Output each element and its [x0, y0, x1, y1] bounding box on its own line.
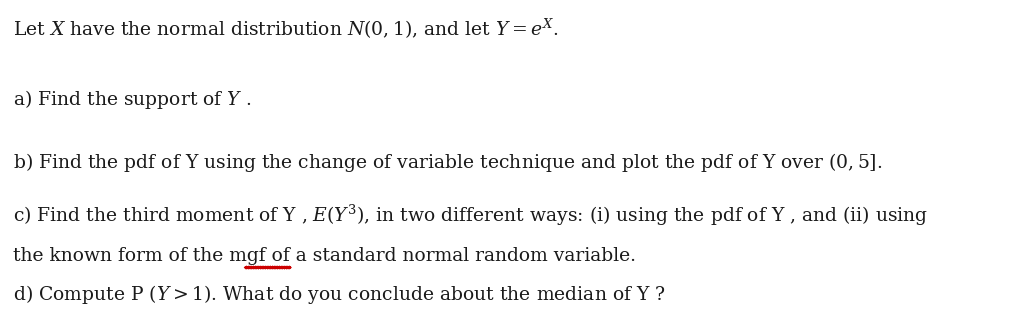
Text: a) Find the support of $Y$ .: a) Find the support of $Y$ .: [13, 89, 252, 111]
Text: Let $X$ have the normal distribution $N(0,1)$, and let $Y = e^X$.: Let $X$ have the normal distribution $N(…: [13, 17, 559, 41]
Text: c) Find the third moment of Y , $E(Y^{3})$, in two different ways: (i) using the: c) Find the third moment of Y , $E(Y^{3}…: [13, 203, 928, 228]
Text: the known form of the mgf of a standard normal random variable.: the known form of the mgf of a standard …: [13, 247, 636, 265]
Text: b) Find the pdf of Y using the change of variable technique and plot the pdf of : b) Find the pdf of Y using the change of…: [13, 151, 883, 174]
Text: d) Compute P $(Y > 1)$. What do you conclude about the median of Y ?: d) Compute P $(Y > 1)$. What do you conc…: [13, 283, 666, 306]
